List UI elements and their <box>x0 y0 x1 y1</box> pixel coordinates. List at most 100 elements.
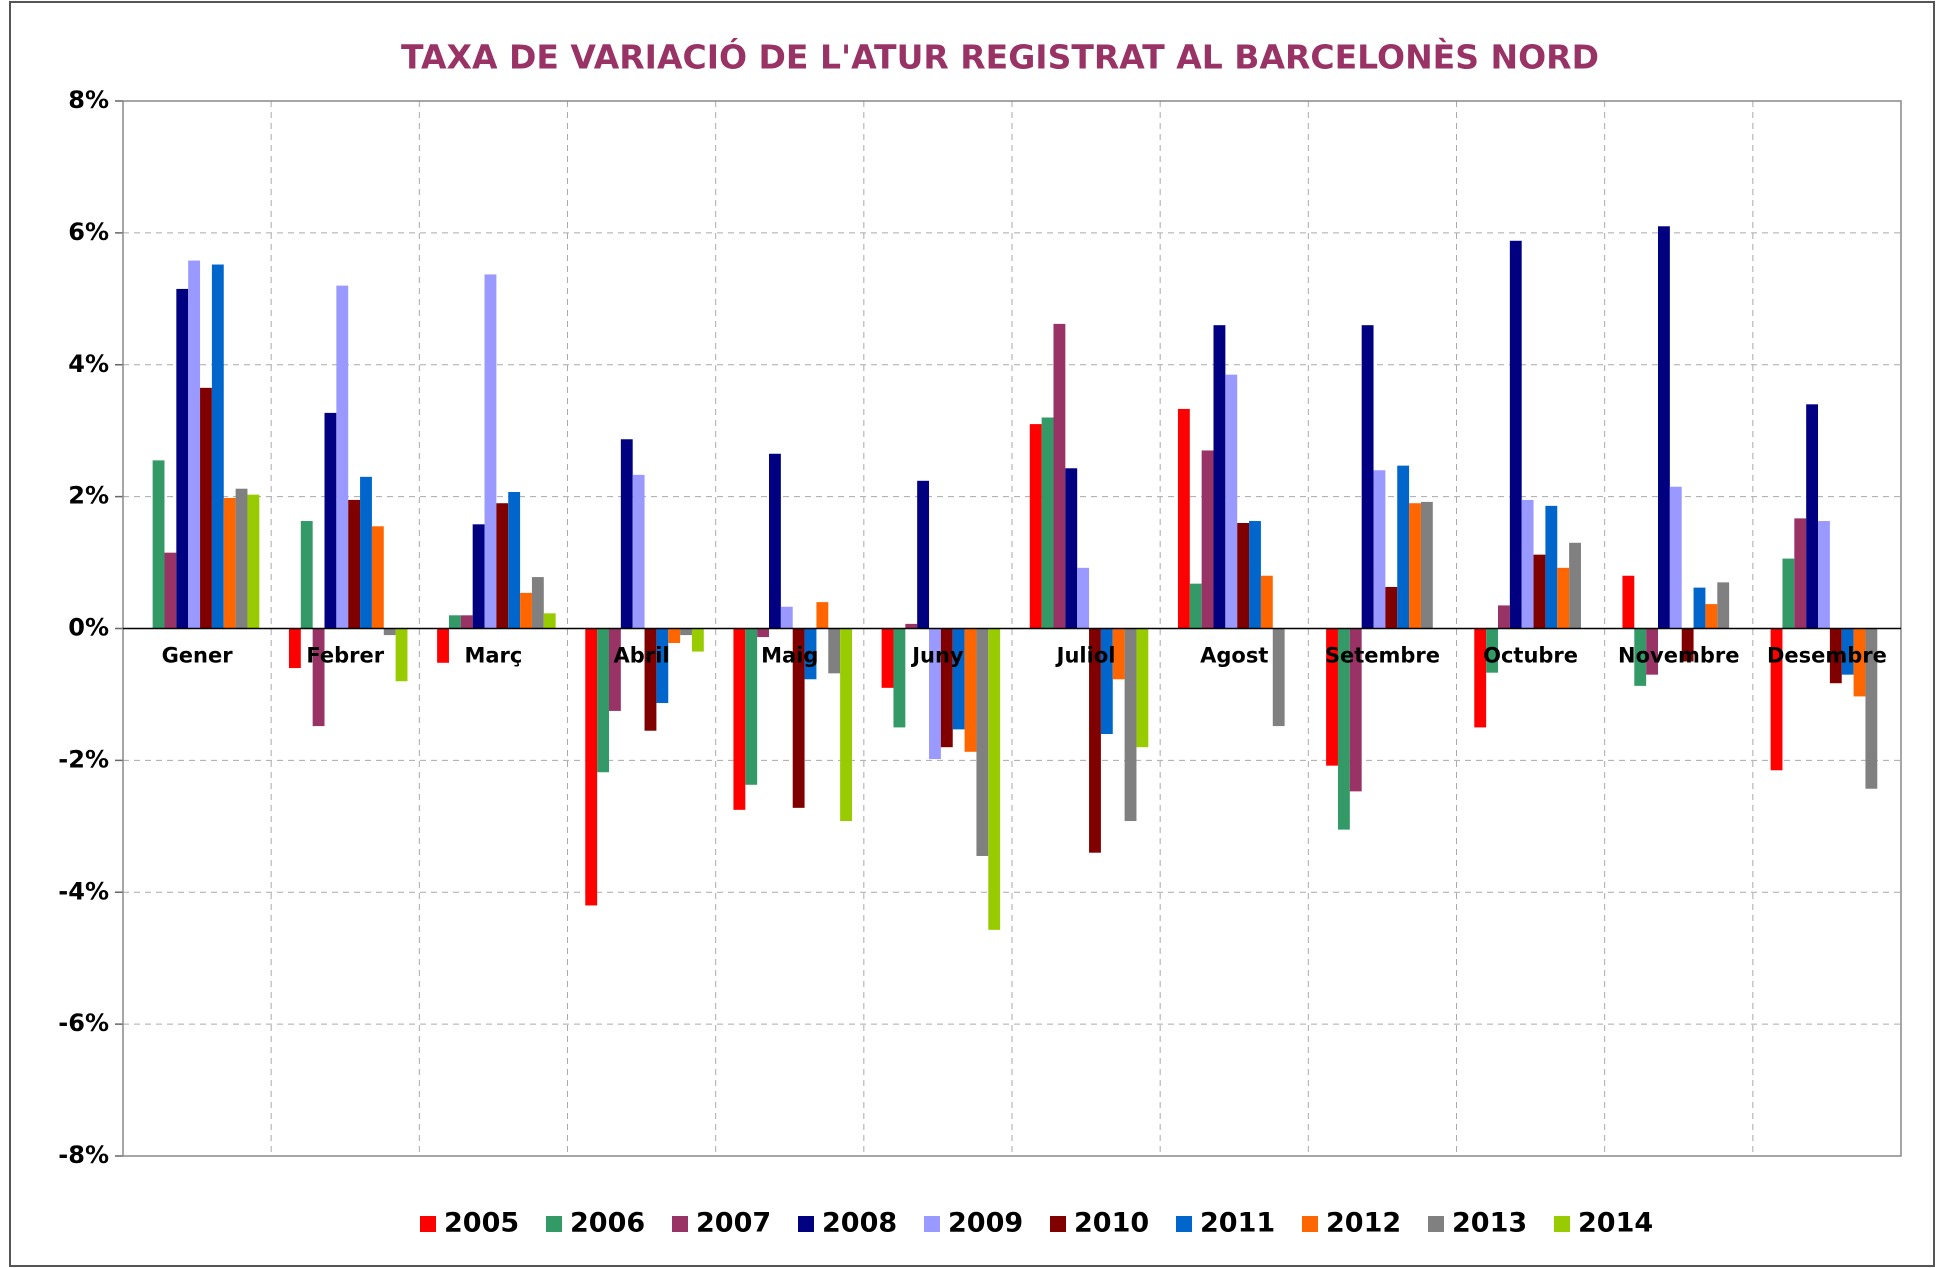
bar <box>893 628 906 728</box>
bar <box>1829 628 1842 684</box>
bar <box>211 264 224 629</box>
bar <box>1189 583 1202 629</box>
bar <box>1681 628 1694 662</box>
y-tick-label: 0% <box>68 614 109 642</box>
bar <box>1385 586 1398 629</box>
legend-label: 2012 <box>1326 1208 1401 1239</box>
bar <box>1065 468 1078 629</box>
bar <box>1124 628 1137 822</box>
bar <box>757 628 770 638</box>
bar <box>1782 558 1795 629</box>
bar <box>472 524 485 629</box>
bar <box>733 628 746 810</box>
bar <box>312 628 325 727</box>
x-tick-label: Juny <box>910 644 964 668</box>
bar <box>1077 567 1090 629</box>
bar <box>200 387 212 629</box>
bar <box>371 526 384 629</box>
bar <box>360 476 372 629</box>
bar <box>1397 465 1410 629</box>
bar <box>769 453 781 629</box>
y-tick-label: -8% <box>58 1141 109 1169</box>
bar <box>1326 628 1338 766</box>
chart-title: TAXA DE VARIACIÓ DE L'ATUR REGISTRAT AL … <box>401 37 1599 77</box>
bar <box>1545 505 1558 629</box>
bar <box>531 577 544 629</box>
bar <box>1029 424 1042 629</box>
bar <box>1213 325 1226 629</box>
bar <box>300 521 313 629</box>
bar <box>680 628 692 636</box>
bar <box>1865 628 1878 789</box>
bar <box>223 497 236 629</box>
bar <box>1225 374 1238 629</box>
bar <box>1705 604 1718 629</box>
bar <box>188 260 201 629</box>
bar <box>597 628 609 773</box>
bar <box>1272 628 1285 727</box>
x-tick-label: Abril <box>614 644 670 668</box>
bar <box>816 602 829 629</box>
y-tick-label: 6% <box>68 218 109 246</box>
bar <box>881 628 894 688</box>
bar <box>917 480 930 629</box>
bar <box>964 628 977 752</box>
legend-label: 2008 <box>822 1208 897 1239</box>
bar <box>828 628 841 674</box>
bar <box>1089 628 1101 853</box>
bar <box>668 628 681 644</box>
bar <box>247 494 260 629</box>
bar <box>1669 486 1682 629</box>
legend-label: 2011 <box>1200 1208 1275 1239</box>
x-tick-label: Febrer <box>306 644 384 668</box>
x-tick-label: Novembre <box>1618 644 1739 668</box>
bar <box>1818 521 1830 629</box>
bar <box>164 552 177 629</box>
legend-swatch <box>798 1216 814 1232</box>
bar <box>496 503 509 629</box>
bar <box>383 628 396 636</box>
legend-swatch <box>1428 1216 1444 1232</box>
bar <box>1112 628 1125 680</box>
y-tick-label: 4% <box>68 350 109 378</box>
bar <box>929 628 941 760</box>
legend-label: 2007 <box>696 1208 771 1239</box>
legend-label: 2014 <box>1578 1208 1653 1239</box>
bar <box>508 492 521 629</box>
bar <box>484 274 497 629</box>
x-tick-label: Setembre <box>1325 644 1440 668</box>
bar <box>1260 575 1273 629</box>
bar <box>1533 554 1546 629</box>
bar <box>448 615 461 629</box>
bar <box>1569 542 1581 629</box>
bar <box>460 615 473 629</box>
x-tick-label: Juliol <box>1055 644 1116 668</box>
bar <box>520 592 532 629</box>
bar <box>1201 450 1214 629</box>
bar <box>1349 628 1362 792</box>
bar <box>804 628 817 680</box>
x-tick-label: Març <box>464 644 522 668</box>
bar <box>691 628 704 652</box>
y-tick-label: -4% <box>58 877 109 905</box>
y-tick-label: 8% <box>68 86 109 114</box>
bar <box>1041 417 1054 629</box>
bar <box>1053 323 1066 629</box>
bar <box>780 606 793 629</box>
legend-label: 2010 <box>1074 1208 1149 1239</box>
bar <box>1373 470 1386 629</box>
bar <box>1177 408 1190 629</box>
bar <box>395 628 408 682</box>
bar <box>543 613 556 629</box>
bar <box>1509 240 1522 629</box>
legend-swatch <box>1554 1216 1570 1232</box>
bar <box>348 499 361 629</box>
x-tick-label: Gener <box>162 644 234 668</box>
x-tick-label: Desembre <box>1767 644 1887 668</box>
bar <box>1557 567 1570 629</box>
bar <box>1634 628 1647 686</box>
y-tick-label: 2% <box>68 482 109 510</box>
bar <box>1136 628 1149 748</box>
bar <box>792 628 805 808</box>
bar <box>1337 628 1350 830</box>
